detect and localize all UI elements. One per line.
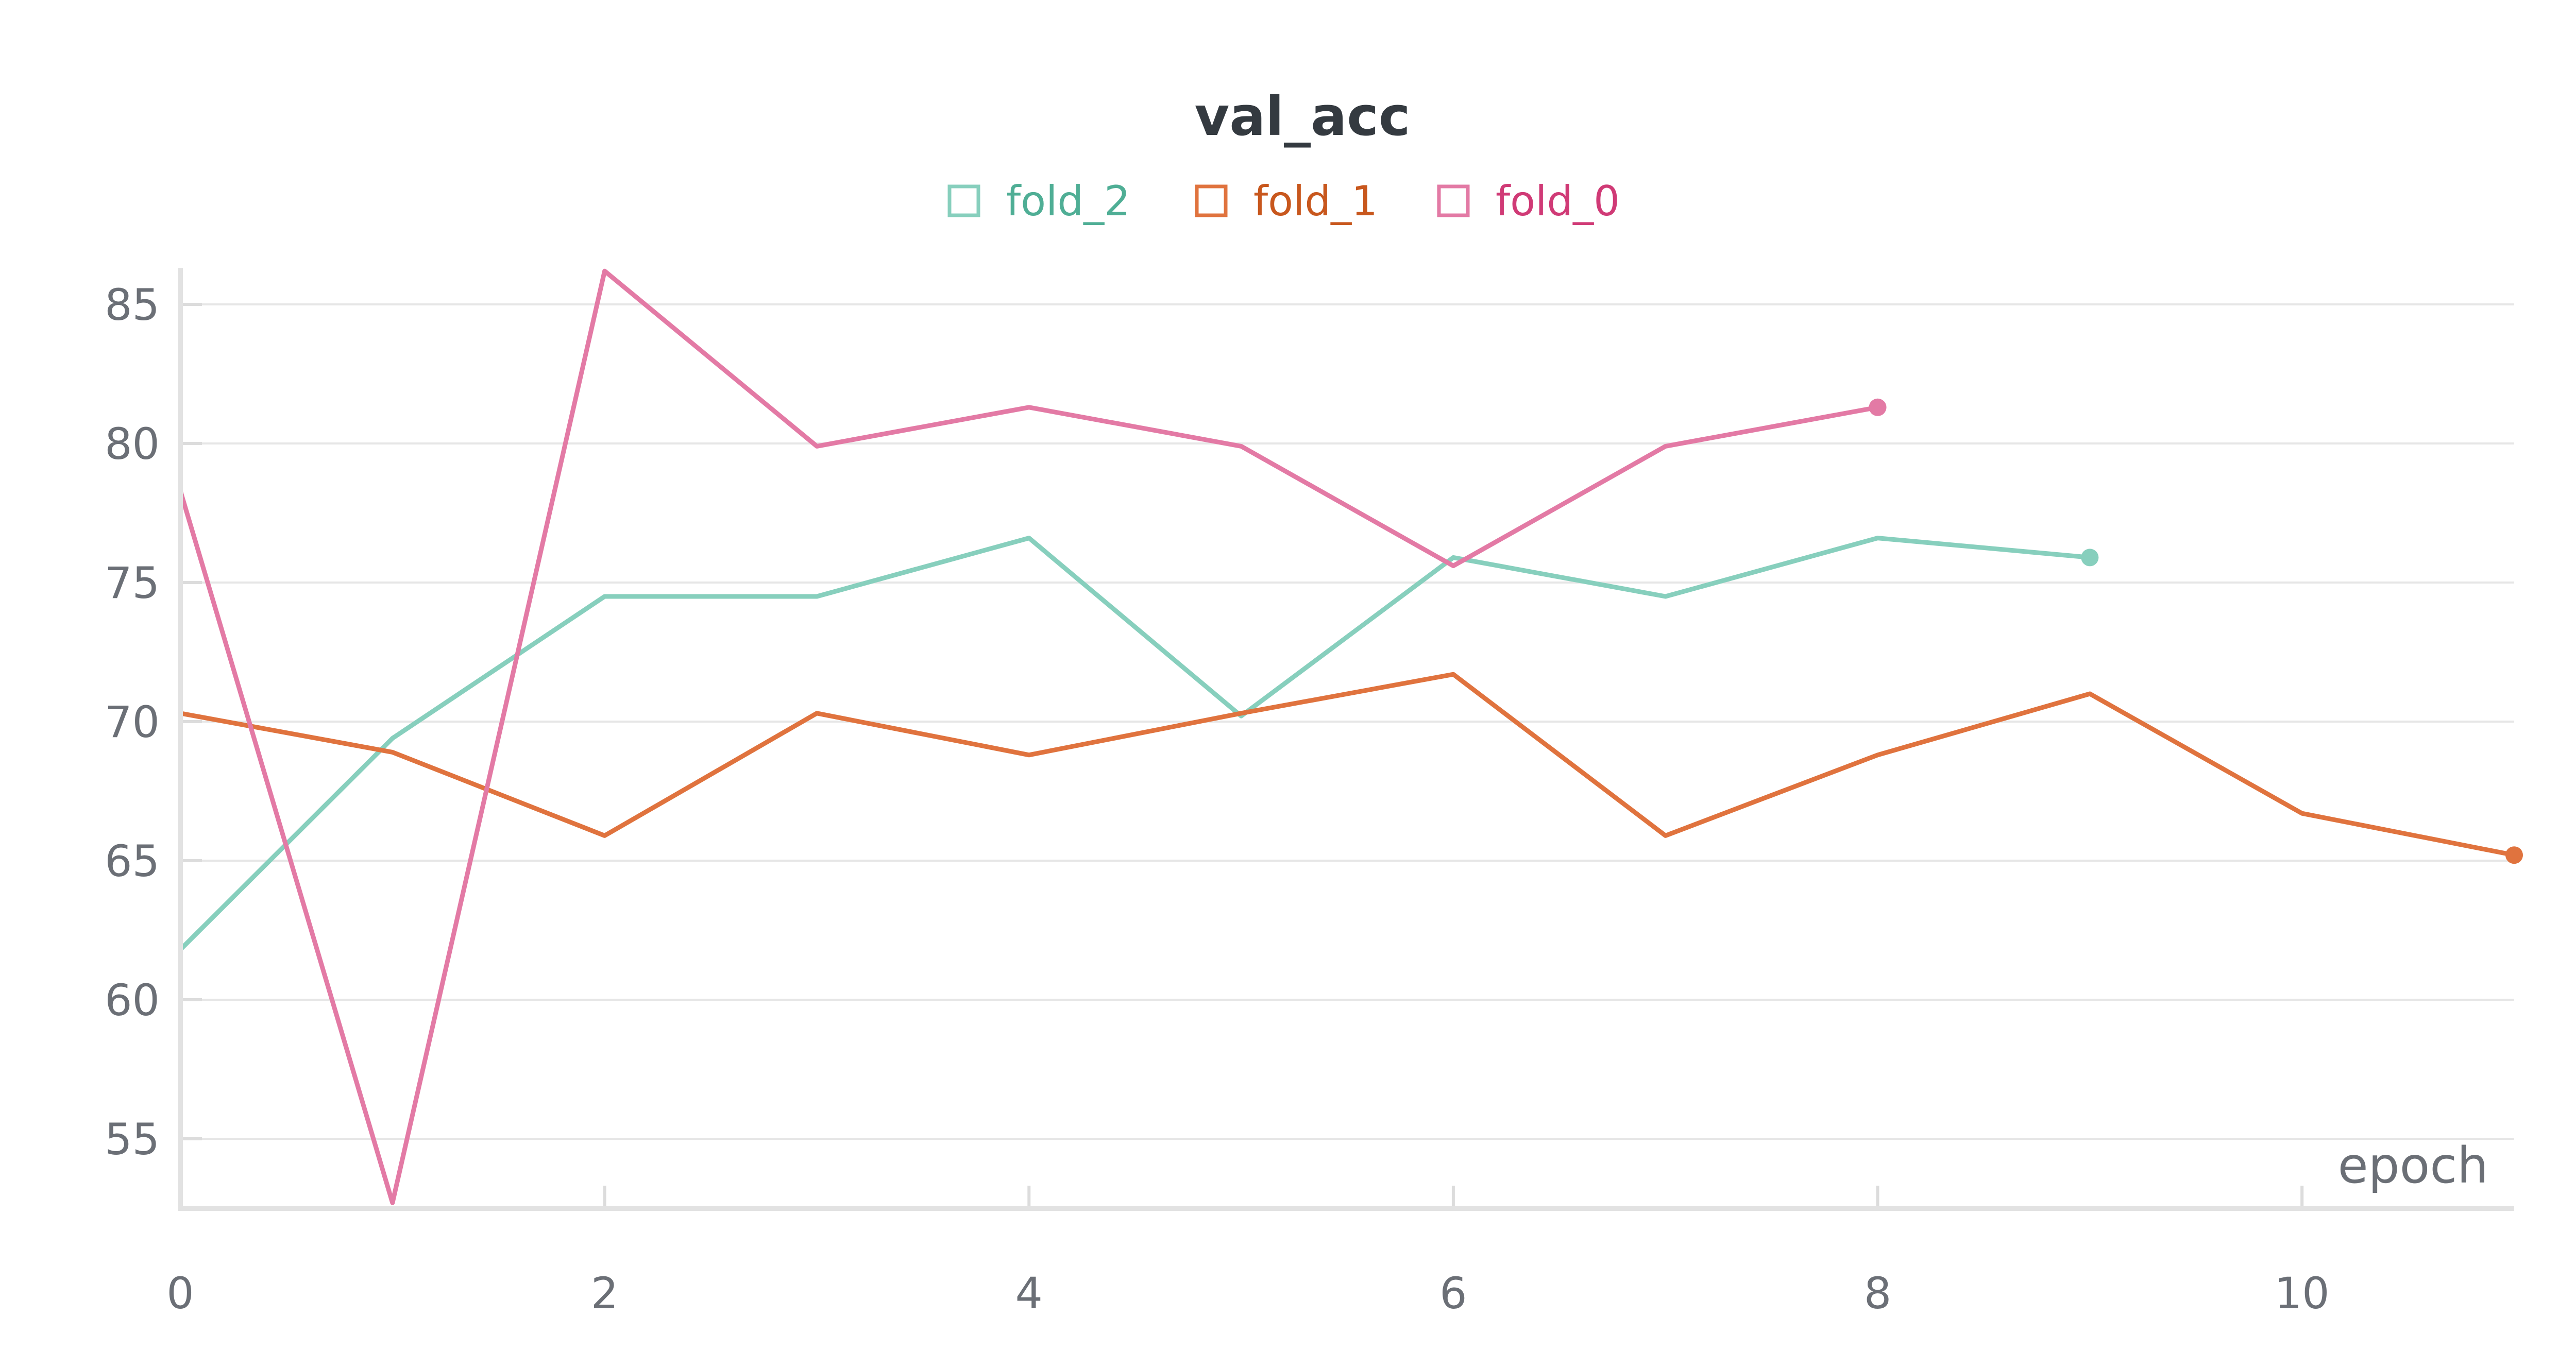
y-tick-label: 55: [105, 1114, 160, 1165]
y-tick-label: 70: [105, 697, 160, 747]
series-line-fold-1: [180, 674, 2514, 855]
y-tick-label: 80: [105, 419, 160, 469]
legend-item-fold-0: fold_0: [1439, 177, 1620, 225]
y-tick-label: 65: [105, 836, 160, 886]
x-axis-label: epoch: [2338, 1137, 2488, 1194]
legend-label: fold_2: [1006, 177, 1130, 225]
y-tick-label: 60: [105, 975, 160, 1025]
legend-swatch: [950, 186, 978, 215]
y-tick-label: 75: [105, 558, 160, 608]
grid-lines: [180, 304, 2514, 1139]
series-line-fold-0: [180, 271, 1878, 1203]
legend-label: fold_1: [1253, 177, 1378, 225]
x-tick-label: 2: [591, 1268, 618, 1319]
series-layer: [180, 271, 2523, 1203]
tick-labels: 55 60 65 70 75 80 85 0 2 4 6 8 10: [105, 280, 2330, 1319]
y-tick-label: 85: [105, 280, 160, 330]
legend-item-fold-2: fold_2: [950, 177, 1130, 225]
series-end-point-fold-1: [2505, 846, 2523, 864]
x-tick-label: 6: [1439, 1268, 1467, 1319]
x-tick-label: 10: [2275, 1268, 2330, 1319]
legend-item-fold-1: fold_1: [1197, 177, 1378, 225]
legend-label: fold_0: [1496, 177, 1620, 225]
legend: fold_2 fold_1 fold_0: [950, 177, 1620, 225]
x-tick-label: 0: [166, 1268, 194, 1319]
x-tick-label: 4: [1015, 1268, 1043, 1319]
x-tick-label: 8: [1864, 1268, 1891, 1319]
legend-swatch: [1439, 186, 1468, 215]
series-end-point-fold-2: [2081, 549, 2098, 566]
legend-swatch: [1197, 186, 1226, 215]
chart-title: val_acc: [1194, 85, 1410, 148]
axes: [178, 268, 2514, 1210]
series-end-point-fold-0: [1869, 399, 1887, 416]
series-line-fold-2: [180, 538, 2090, 950]
